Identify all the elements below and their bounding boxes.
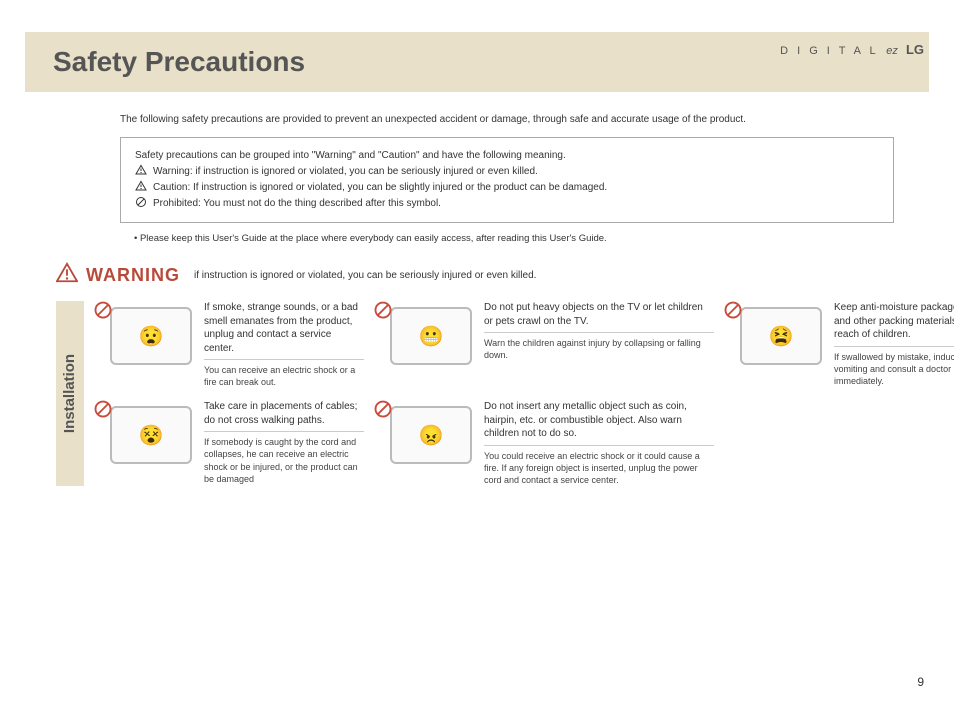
- illus-packages: 😫: [724, 301, 824, 371]
- prohibited-icon: [94, 400, 112, 418]
- prohibited-icon: [374, 400, 392, 418]
- brand-ez: ez: [886, 45, 898, 57]
- warning-header: WARNING if instruction is ignored or vio…: [56, 262, 954, 289]
- please-keep-note: • Please keep this User's Guide at the p…: [120, 229, 894, 248]
- meaning-warning: Warning: if instruction is ignored or vi…: [153, 164, 538, 180]
- illus-cables: 😵: [94, 400, 194, 470]
- prohibited-icon: [374, 301, 392, 319]
- text-main: Keep anti-moisture packages, bags, and o…: [834, 301, 954, 342]
- intro-text: The following safety precautions are pro…: [120, 114, 894, 125]
- warning-desc: if instruction is ignored or violated, y…: [194, 270, 536, 281]
- meaning-caution-row: Caution: If instruction is ignored or vi…: [135, 180, 879, 196]
- prohibited-icon: [724, 301, 742, 319]
- tv-face-icon: 😬: [419, 324, 444, 349]
- text-heavy: Do not put heavy objects on the TV or le…: [484, 301, 714, 361]
- meaning-line1: Safety precautions can be grouped into "…: [135, 148, 879, 164]
- warning-word: WARNING: [86, 265, 180, 286]
- tv-face-icon: 😫: [769, 324, 794, 349]
- text-smoke: If smoke, strange sounds, or a bad smell…: [204, 301, 364, 388]
- text-sub: You could receive an electric shock or i…: [484, 445, 714, 486]
- brand-header: D I G I T A L ez LG: [780, 42, 924, 57]
- page-number: 9: [917, 675, 924, 689]
- meaning-box: Safety precautions can be grouped into "…: [120, 137, 894, 223]
- prohibited-icon: [135, 196, 147, 208]
- tv-face-icon: 😧: [139, 324, 164, 349]
- text-packages: Keep anti-moisture packages, bags, and o…: [834, 301, 954, 387]
- illus-smoke: 😧: [94, 301, 194, 371]
- text-sub: If somebody is caught by the cord and co…: [204, 431, 364, 485]
- text-main: If smoke, strange sounds, or a bad smell…: [204, 301, 364, 355]
- text-main: Take care in placements of cables; do no…: [204, 400, 364, 427]
- title-bar: Safety Precautions: [25, 32, 929, 92]
- illus-metallic: 😠: [374, 400, 474, 470]
- triangle-icon: [135, 180, 147, 192]
- precaution-grid: 😧 If smoke, strange sounds, or a bad sme…: [94, 301, 954, 486]
- meaning-warning-row: Warning: if instruction is ignored or vi…: [135, 164, 879, 180]
- prohibited-icon: [94, 301, 112, 319]
- brand-prefix: D I G I T A L: [780, 45, 878, 57]
- tv-face-icon: 😠: [419, 423, 444, 448]
- warning-triangle-icon: [56, 262, 78, 289]
- triangle-icon: [135, 164, 147, 176]
- side-tab-label: Installation: [62, 354, 79, 433]
- text-main: Do not put heavy objects on the TV or le…: [484, 301, 714, 328]
- meaning-prohibited: Prohibited: You must not do the thing de…: [153, 196, 441, 212]
- text-main: Do not insert any metallic object such a…: [484, 400, 714, 441]
- text-metallic: Do not insert any metallic object such a…: [484, 400, 714, 486]
- side-tab: Installation: [56, 301, 84, 486]
- meaning-prohibited-row: Prohibited: You must not do the thing de…: [135, 196, 879, 212]
- text-sub: If swallowed by mistake, induce vomiting…: [834, 346, 954, 387]
- meaning-caution: Caution: If instruction is ignored or vi…: [153, 180, 607, 196]
- brand-lg: LG: [906, 42, 924, 57]
- text-sub: You can receive an electric shock or a f…: [204, 359, 364, 388]
- content-area: Installation 😧 If smoke, strange sounds,…: [56, 301, 929, 486]
- page-title: Safety Precautions: [53, 46, 901, 78]
- illus-heavy: 😬: [374, 301, 474, 371]
- tv-face-icon: 😵: [139, 423, 164, 448]
- text-sub: Warn the children against injury by coll…: [484, 332, 714, 361]
- text-cables: Take care in placements of cables; do no…: [204, 400, 364, 485]
